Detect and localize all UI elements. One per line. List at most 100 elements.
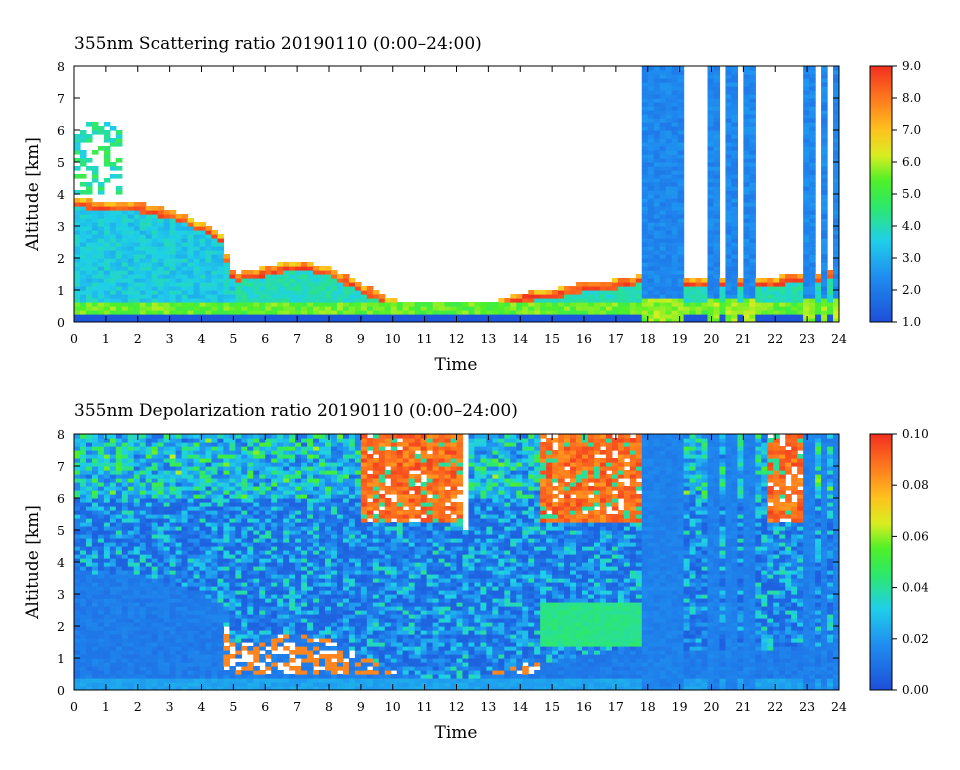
heatmap-cell [97, 494, 105, 499]
heatmap-cell [277, 622, 284, 627]
heatmap-cell [193, 490, 201, 495]
heatmap-cell [103, 202, 111, 207]
heatmap-cell [211, 234, 219, 239]
heatmap-cell [163, 670, 171, 675]
heatmap-cell [707, 158, 715, 163]
heatmap-cell [301, 290, 308, 295]
heatmap-cell [163, 298, 171, 303]
heatmap-cell [103, 238, 111, 243]
heatmap-cell [671, 202, 679, 207]
heatmap-cell [749, 214, 756, 219]
heatmap-cell [139, 294, 147, 299]
heatmap-cell [175, 594, 183, 599]
heatmap-cell [109, 454, 117, 459]
heatmap-cell [653, 106, 661, 111]
heatmap-cell [253, 306, 260, 311]
heatmap-cell [354, 310, 362, 315]
heatmap-cell [223, 598, 230, 603]
heatmap-cell [253, 286, 260, 291]
heatmap-cell [187, 278, 195, 283]
heatmap-cell [797, 294, 804, 299]
heatmap-cell [157, 290, 165, 295]
heatmap-cell [713, 86, 721, 91]
heatmap-cell [677, 158, 685, 163]
heatmap-cell [713, 102, 721, 107]
heatmap-cell [187, 558, 195, 563]
heatmap-cell [115, 478, 123, 483]
heatmap-cell [133, 286, 141, 291]
heatmap-cell [815, 294, 822, 299]
heatmap-cell [103, 442, 111, 447]
heatmap-cell [707, 66, 715, 71]
heatmap-cell [115, 158, 123, 163]
heatmap-cell [139, 234, 147, 239]
heatmap-cell [187, 634, 195, 639]
heatmap-cell [151, 262, 159, 267]
heatmap-cell [133, 622, 141, 627]
heatmap-cell [809, 122, 816, 127]
heatmap-cell [211, 646, 219, 651]
heatmap-cell [211, 558, 219, 563]
heatmap-cell [809, 66, 816, 71]
heatmap-cell [169, 442, 177, 447]
heatmap-cell [175, 482, 183, 487]
heatmap-cell [253, 298, 260, 303]
heatmap-cell [803, 134, 810, 139]
heatmap-cell [211, 298, 219, 303]
heatmap-cell [205, 454, 213, 459]
heatmap-cell [743, 318, 750, 322]
heatmap-cell [181, 238, 189, 243]
heatmap-cell [265, 586, 272, 591]
heatmap-cell [683, 310, 691, 315]
heatmap-cell [803, 82, 810, 87]
heatmap-cell [552, 302, 559, 307]
heatmap-cell [564, 302, 571, 307]
heatmap-cell [205, 450, 213, 455]
heatmap-cell [193, 654, 201, 659]
heatmap-cell [534, 290, 541, 295]
heatmap-cell [109, 542, 117, 547]
heatmap-cell [671, 302, 679, 307]
heatmap-cell [713, 194, 721, 199]
heatmap-cell [809, 198, 816, 203]
heatmap-cell [253, 610, 260, 615]
heatmap-cell [384, 302, 392, 307]
heatmap-cell [731, 78, 738, 83]
heatmap-cell [713, 210, 721, 215]
heatmap-cell [462, 318, 470, 322]
heatmap-cell [235, 638, 242, 643]
heatmap-cell [157, 570, 165, 575]
heatmap-cell [151, 478, 159, 483]
heatmap-cell [109, 602, 117, 607]
heatmap-cell [74, 286, 81, 291]
heatmap-cell [749, 242, 756, 247]
heatmap-cell [319, 286, 326, 291]
heatmap-cell [259, 466, 266, 471]
heatmap-cell [163, 602, 171, 607]
heatmap-cell [833, 306, 839, 311]
heatmap-cell [169, 486, 177, 491]
heatmap-cell [241, 310, 248, 315]
heatmap-cell [157, 622, 165, 627]
heatmap-cell [701, 318, 709, 322]
x-tick-label: 18 [640, 331, 656, 346]
heatmap-cell [169, 274, 177, 279]
heatmap-cell [582, 302, 589, 307]
heatmap-cell [193, 558, 201, 563]
heatmap-cell [283, 306, 290, 311]
heatmap-cell [833, 94, 839, 99]
heatmap-cell [163, 634, 171, 639]
heatmap-cell [665, 262, 673, 267]
heatmap-cell [235, 614, 242, 619]
heatmap-cell [833, 286, 839, 291]
heatmap-cell [534, 302, 541, 307]
heatmap-cell [641, 134, 649, 139]
heatmap-cell [719, 302, 727, 307]
heatmap-cell [827, 274, 834, 279]
heatmap-cell [229, 618, 236, 623]
heatmap-cell [229, 638, 236, 643]
heatmap-cell [211, 642, 219, 647]
heatmap-cell [169, 638, 177, 643]
heatmap-cell [79, 138, 87, 143]
heatmap-cell [247, 602, 254, 607]
